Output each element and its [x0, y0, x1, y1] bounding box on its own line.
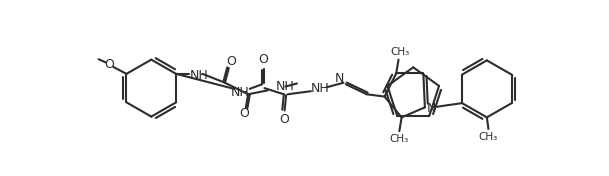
Text: CH₃: CH₃ [390, 134, 409, 144]
Text: O: O [226, 55, 236, 68]
Text: N: N [426, 102, 436, 115]
Text: NH: NH [311, 82, 329, 95]
Text: CH₃: CH₃ [479, 132, 498, 142]
Text: O: O [259, 53, 269, 66]
Text: NH: NH [231, 86, 250, 99]
Text: O: O [105, 58, 114, 71]
Text: O: O [239, 107, 249, 120]
Text: O: O [279, 113, 289, 126]
Text: NH: NH [275, 80, 294, 93]
Text: CH₃: CH₃ [390, 47, 410, 57]
Text: N: N [335, 72, 344, 85]
Text: NH: NH [190, 69, 209, 82]
